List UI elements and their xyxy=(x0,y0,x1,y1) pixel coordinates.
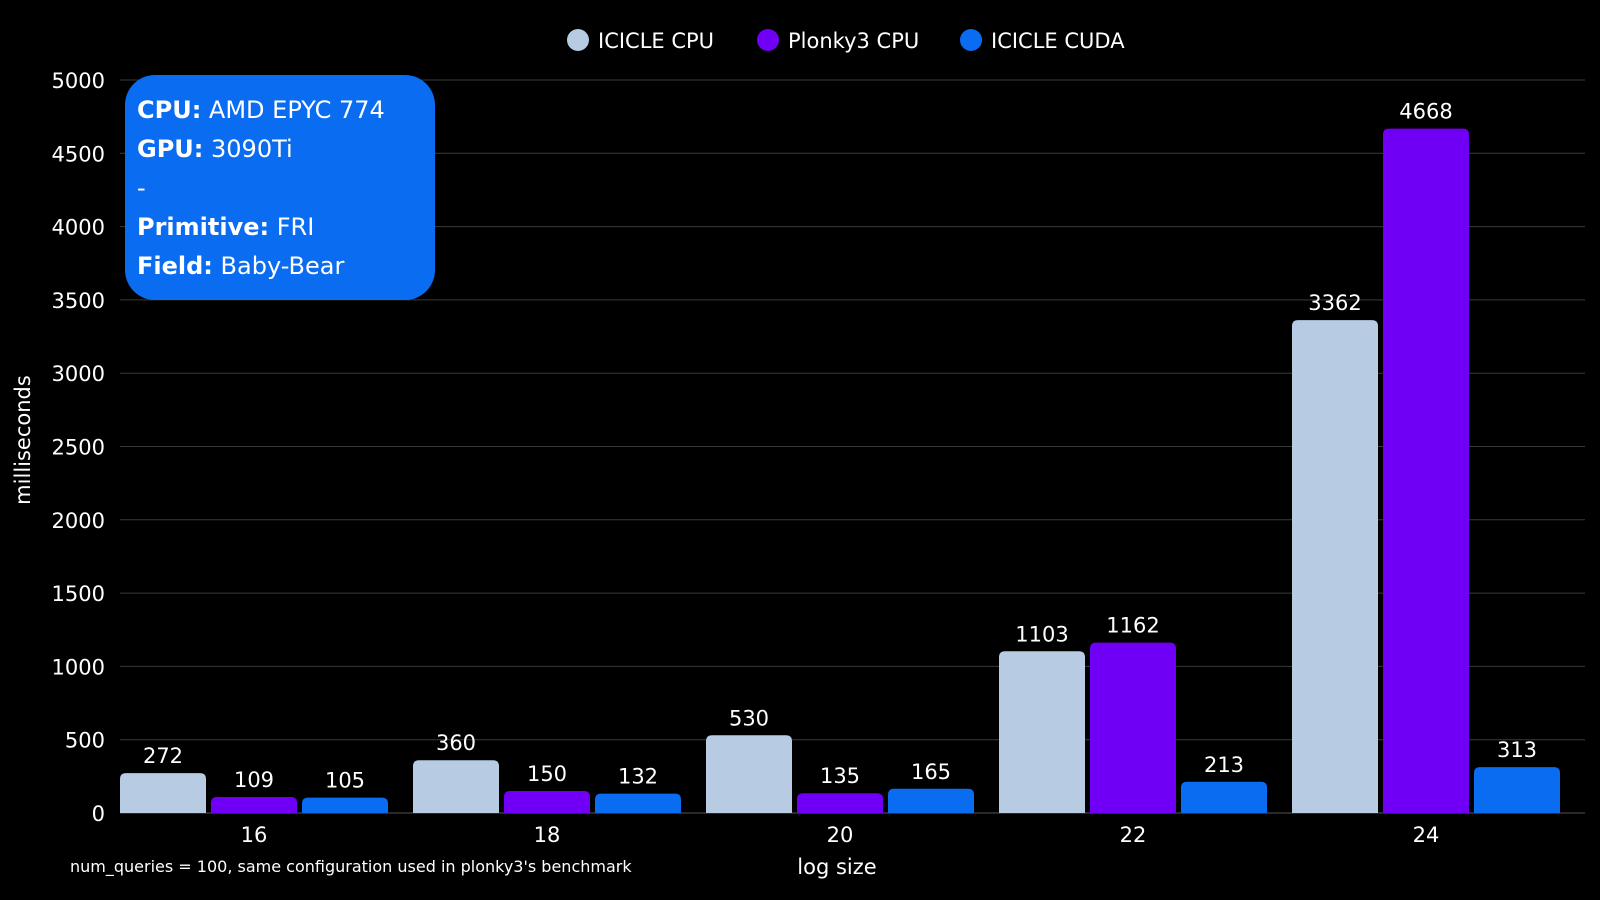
y-tick-label: 4000 xyxy=(52,216,105,240)
x-axis-label: log size xyxy=(797,855,876,879)
data-label: 530 xyxy=(729,706,769,730)
bar xyxy=(888,788,974,813)
x-tick-label: 22 xyxy=(1120,823,1147,847)
bar xyxy=(1090,642,1176,813)
bar xyxy=(706,735,792,813)
bar xyxy=(1474,767,1560,813)
data-label: 132 xyxy=(618,765,658,789)
data-label: 313 xyxy=(1497,738,1537,762)
x-tick-label: 20 xyxy=(827,823,854,847)
x-tick-label: 24 xyxy=(1413,823,1440,847)
y-tick-label: 2000 xyxy=(52,509,105,533)
bar xyxy=(1181,781,1267,813)
bar xyxy=(999,651,1085,813)
info-row-primitive: Primitive: FRI xyxy=(137,213,315,241)
bar xyxy=(302,797,388,813)
data-label: 1103 xyxy=(1015,622,1068,646)
data-label: 360 xyxy=(436,731,476,755)
bar xyxy=(120,773,206,813)
footnote: num_queries = 100, same configuration us… xyxy=(70,857,632,877)
legend-swatch xyxy=(757,29,779,51)
bar xyxy=(211,797,297,813)
spec-info-box: CPU: AMD EPYC 774 GPU: 3090Ti - Primitiv… xyxy=(125,75,435,300)
data-label: 213 xyxy=(1204,753,1244,777)
data-labels: 272 109 105 360 150 132 530 135 165 1103 1162 213 33… xyxy=(143,100,1537,793)
data-label: 3362 xyxy=(1308,291,1361,315)
y-tick-label: 3000 xyxy=(52,362,105,386)
y-tick-label: 0 xyxy=(92,802,105,826)
info-row-separator: - xyxy=(137,174,146,202)
y-tick-label: 2500 xyxy=(52,436,105,460)
y-tick-label: 5000 xyxy=(52,69,105,93)
legend-swatch xyxy=(960,29,982,51)
data-label: 1162 xyxy=(1106,614,1159,638)
data-label: 165 xyxy=(911,760,951,784)
legend-label: ICICLE CUDA xyxy=(991,29,1125,53)
y-axis-ticks: 0 500 1000 1500 2000 2500 3000 3500 4000 4500 5000 xyxy=(52,69,105,826)
legend-swatch xyxy=(567,29,589,51)
bar xyxy=(595,793,681,813)
bar xyxy=(1383,128,1469,813)
y-axis-label: milliseconds xyxy=(11,375,35,505)
info-row-gpu: GPU: 3090Ti xyxy=(137,135,293,163)
bar xyxy=(797,793,883,813)
data-label: 150 xyxy=(527,762,567,786)
y-tick-label: 1500 xyxy=(52,582,105,606)
data-label: 272 xyxy=(143,744,183,768)
bar xyxy=(413,760,499,813)
bars xyxy=(120,128,1560,813)
data-label: 105 xyxy=(325,769,365,793)
data-label: 135 xyxy=(820,764,860,788)
y-tick-label: 4500 xyxy=(52,142,105,166)
legend-label: ICICLE CPU xyxy=(598,29,714,53)
y-tick-label: 1000 xyxy=(52,655,105,679)
x-tick-label: 18 xyxy=(534,823,561,847)
data-label: 109 xyxy=(234,768,274,792)
x-tick-label: 16 xyxy=(241,823,268,847)
info-row-field: Field: Baby-Bear xyxy=(137,252,345,280)
legend-label: Plonky3 CPU xyxy=(788,29,919,53)
bar xyxy=(1292,320,1378,813)
bar xyxy=(504,791,590,813)
data-label: 4668 xyxy=(1399,100,1452,124)
y-tick-label: 500 xyxy=(65,729,105,753)
y-tick-label: 3500 xyxy=(52,289,105,313)
legend: ICICLE CPU Plonky3 CPU ICICLE CUDA xyxy=(567,29,1125,53)
x-axis-ticks: 16 18 20 22 24 xyxy=(241,823,1440,847)
info-row-cpu: CPU: AMD EPYC 774 xyxy=(137,96,385,124)
